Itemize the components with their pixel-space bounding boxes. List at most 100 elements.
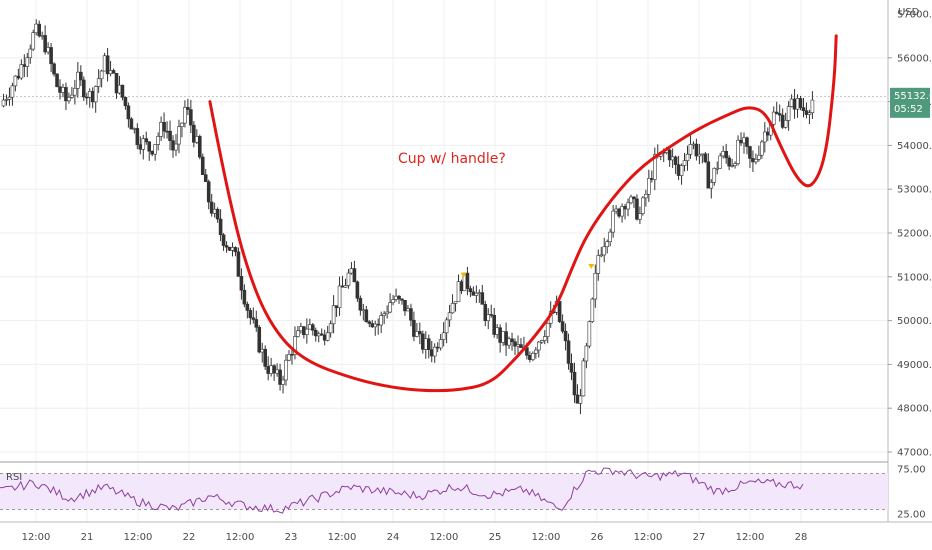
candle-body (308, 324, 312, 330)
x-tick-label: 12:00 (736, 532, 765, 543)
signal-marker (588, 264, 595, 270)
price-axis[interactable]: 56000.0055000.0054000.0053000.0052000.00… (888, 10, 932, 459)
candle-body (108, 70, 113, 75)
candle-body (745, 137, 749, 147)
candle-body (248, 310, 253, 319)
candle-body (144, 138, 149, 143)
candle-body (727, 157, 731, 167)
candle-body (644, 193, 648, 199)
candle-body (257, 326, 262, 353)
current-price-label: 55132.00 (894, 91, 932, 102)
candle-body (483, 304, 488, 322)
candle-body (528, 355, 532, 360)
candle-body (560, 321, 565, 332)
candle-body (709, 182, 714, 189)
candle-body (620, 206, 624, 217)
candle-body (397, 295, 401, 300)
candle-body (227, 246, 232, 251)
candle-body (587, 321, 592, 347)
candle-body (260, 348, 265, 353)
candle-body (623, 206, 627, 210)
candle-body (771, 111, 776, 125)
candle-body (284, 359, 288, 381)
candle-body (195, 136, 199, 143)
y-tick-label: 56000.00 (897, 53, 932, 64)
candle-body (471, 291, 476, 296)
candle-body (406, 308, 410, 312)
candle-body (798, 98, 803, 108)
candle-body (183, 107, 187, 124)
candle-body (367, 321, 372, 324)
candle-body (84, 96, 89, 99)
y-tick-label: 48000.00 (897, 404, 932, 415)
candle-body (290, 353, 294, 356)
candle-body (328, 323, 333, 334)
signal-marker (460, 272, 467, 278)
candle-body (667, 149, 672, 161)
candle-body (566, 340, 571, 364)
candle-body (43, 35, 47, 53)
candle-body (331, 305, 336, 325)
candle-body (310, 324, 315, 331)
x-tick-label: 24 (387, 532, 400, 543)
candle-body (287, 353, 291, 361)
candle-body (724, 150, 728, 159)
candle-body (120, 84, 125, 98)
candle-body (465, 272, 470, 289)
candle-body (700, 153, 705, 156)
candle-body (203, 174, 208, 182)
y-tick-label: 52000.00 (897, 229, 932, 240)
candle-body (444, 319, 449, 334)
x-tick-label: 25 (489, 532, 502, 543)
candle-body (236, 251, 241, 277)
candle-body (79, 71, 83, 81)
candle-body (186, 107, 190, 110)
candle-body (534, 349, 538, 354)
candle-body (165, 130, 169, 133)
candle-body (792, 98, 797, 110)
candle-body (730, 165, 734, 167)
candle-body (355, 281, 360, 299)
candle-body (578, 395, 583, 404)
candle-body (340, 285, 345, 288)
candle-body (605, 241, 610, 248)
time-axis[interactable]: 12:00 21 12:00 22 12:00 23 12:00 24 12:00 25 12:00… (22, 532, 808, 543)
candle-body (426, 338, 431, 350)
candle-body (441, 332, 446, 340)
candle-body (789, 98, 794, 107)
candle-body (64, 87, 68, 102)
candle-body (34, 23, 39, 34)
y-tick-label: 54000.00 (897, 141, 932, 152)
annotation-label: Cup w/ handle? (398, 151, 506, 167)
y-tick-label: 47000.00 (897, 448, 932, 459)
candle-body (25, 57, 30, 67)
candle-body (266, 366, 270, 374)
candle-body (435, 346, 440, 349)
candle-body (370, 323, 375, 328)
candle-body (412, 319, 416, 337)
candle-body (31, 32, 36, 50)
candle-body (189, 109, 193, 126)
candle-body (652, 154, 657, 180)
candle-body (786, 106, 791, 121)
candle-body (58, 86, 62, 93)
candle-body (563, 330, 568, 342)
candle-body (542, 336, 547, 341)
candle-body (316, 333, 321, 337)
candle-body (760, 141, 764, 156)
candle-body (783, 120, 788, 128)
candle-body (162, 121, 166, 132)
candle-body (254, 319, 259, 328)
grid (0, 0, 932, 523)
candle-body (572, 371, 577, 396)
candle-body (617, 208, 621, 217)
candle-body (221, 234, 226, 246)
candle-body (614, 208, 618, 212)
candle-body (602, 246, 607, 256)
candle-body (679, 165, 684, 176)
candle-body (453, 301, 458, 304)
candle-body (102, 55, 107, 72)
candle-body (76, 71, 80, 89)
candle-body (168, 130, 172, 141)
